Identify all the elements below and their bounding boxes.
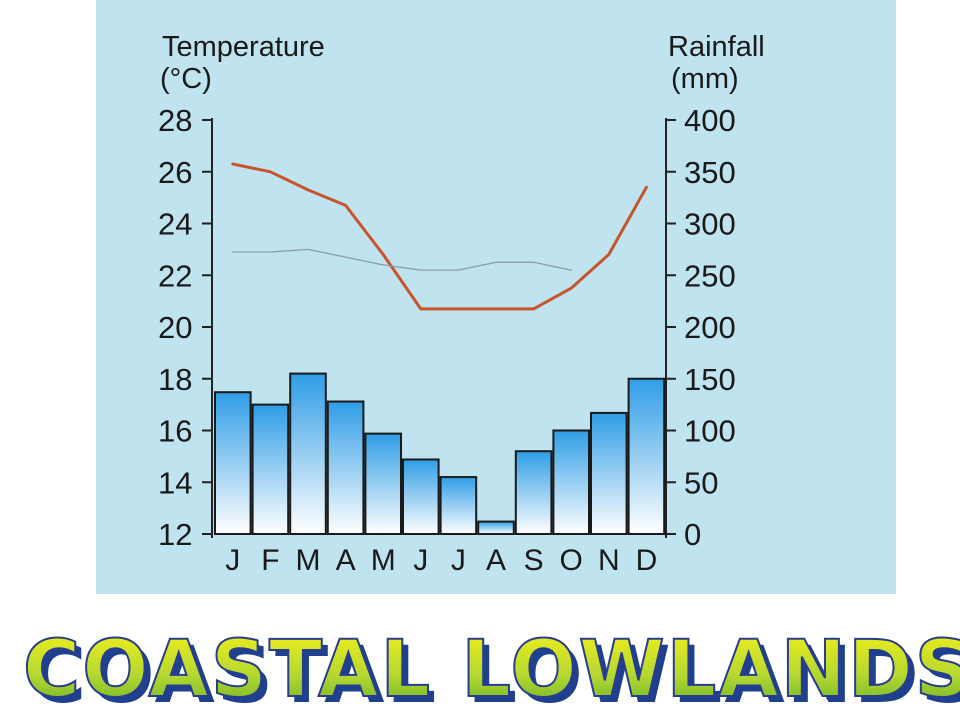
right-axis-ticks: 400 350 300 250 200 150 100 50 0: [666, 103, 736, 552]
left-tick-label: 18: [158, 362, 192, 397]
banner-shadow: COASTAL LOWLANDS: [29, 631, 960, 720]
month-label: A: [486, 544, 506, 577]
month-label: J: [451, 544, 466, 577]
rainfall-bars: [214, 372, 666, 536]
right-axis-title-line2: (mm): [671, 63, 739, 95]
rainfall-bar: [402, 458, 440, 536]
right-tick-label: 150: [684, 362, 736, 397]
rainfall-bar: [251, 403, 290, 535]
left-tick-label: 28: [158, 103, 192, 138]
rainfall-bar: [477, 520, 515, 536]
right-tick-label: 250: [684, 258, 736, 293]
rainfall-bar: [326, 400, 365, 535]
month-label: O: [560, 544, 583, 577]
right-tick-label: 50: [684, 465, 718, 500]
left-tick-label: 24: [158, 207, 192, 242]
rainfall-bar: [364, 432, 402, 536]
banner-title: COASTAL LOWLANDS: [23, 625, 960, 715]
right-tick-label: 100: [684, 414, 736, 449]
month-label: J: [225, 544, 240, 577]
right-axis-title-line1: Rainfall: [668, 31, 765, 63]
month-label: M: [371, 544, 396, 577]
min-temperature-line: [232, 248, 572, 271]
rainfall-bar: [214, 391, 252, 535]
left-tick-label: 22: [158, 258, 192, 293]
right-tick-label: 400: [684, 103, 736, 138]
climate-chart: Temperature (°C) Rainfall (mm) 282624222…: [158, 31, 765, 577]
temperature-lines: [231, 162, 648, 311]
month-label: F: [261, 544, 279, 577]
left-tick-label: 14: [158, 465, 192, 500]
month-label: M: [296, 544, 321, 577]
left-axis-title-line1: Temperature: [162, 31, 325, 63]
left-tick-label: 26: [158, 155, 192, 190]
month-label: J: [413, 544, 428, 577]
right-tick-label: 300: [684, 207, 736, 242]
rainfall-bar: [590, 411, 628, 535]
max-temperature-line: [231, 162, 648, 311]
left-tick-label: 12: [158, 517, 192, 552]
rainfall-bar: [514, 450, 553, 536]
rainfall-bar: [439, 476, 478, 536]
month-label: D: [636, 544, 658, 577]
left-tick-label: 16: [158, 414, 192, 449]
chart-panel: Temperature (°C) Rainfall (mm) 28 26 24 22 2…: [96, 0, 896, 594]
month-label: N: [598, 544, 620, 577]
right-tick-label: 200: [684, 310, 736, 345]
rainfall-bar: [289, 372, 327, 536]
right-tick-label: 0: [684, 517, 701, 552]
month-label: S: [524, 544, 544, 577]
left-axis-ticks: 28 26 24 22 20 18 16 14 12: [158, 103, 212, 552]
rainfall-bar: [552, 429, 590, 535]
month-label: A: [336, 544, 356, 577]
left-tick-label: 20: [158, 310, 192, 345]
rainfall-bar: [627, 377, 666, 535]
left-axis-title-line2: (°C): [160, 63, 212, 95]
title-banner: COASTAL LOWLANDS COASTAL LOWLANDS: [22, 624, 960, 720]
right-tick-label: 350: [684, 155, 736, 190]
